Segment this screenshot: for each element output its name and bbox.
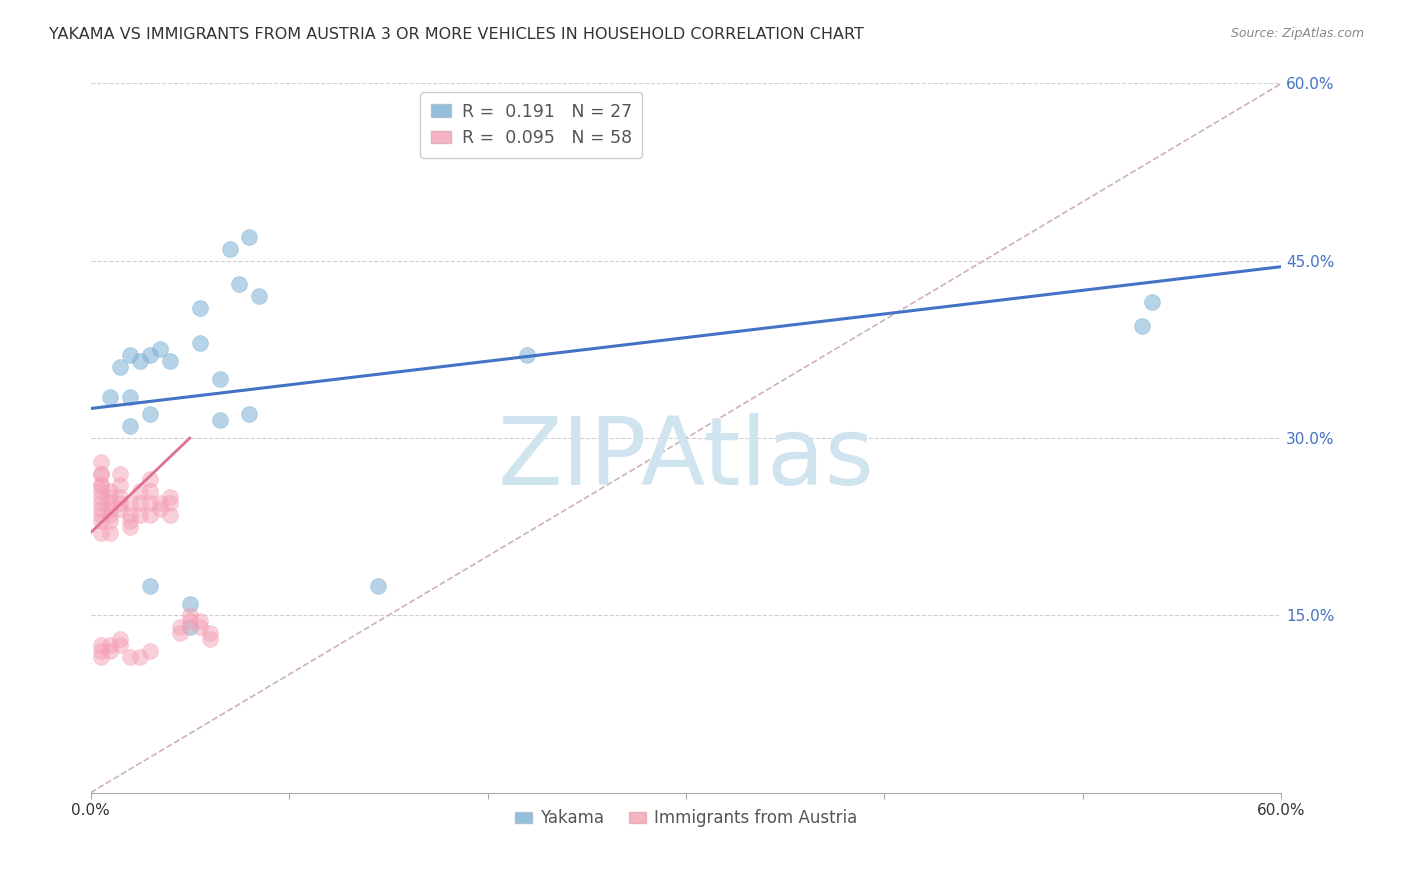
Point (120, 390, 142, 404)
Point (188, 614, 211, 628)
Point (238, 408, 260, 422)
Point (139, 408, 162, 422)
Point (90, 644, 112, 658)
Point (159, 508, 181, 522)
Point (139, 508, 162, 522)
Point (120, 649, 142, 664)
Point (228, 277, 250, 292)
Point (188, 301, 211, 315)
Point (110, 490, 132, 504)
Point (90, 514, 112, 528)
Point (110, 496, 132, 510)
Point (139, 579, 162, 593)
Point (90, 496, 112, 510)
Point (367, 579, 389, 593)
Point (1142, 295, 1164, 310)
Point (169, 620, 191, 634)
Point (90, 467, 112, 481)
Point (188, 620, 211, 634)
Point (198, 632, 221, 646)
Point (110, 502, 132, 516)
Point (208, 413, 231, 427)
Point (100, 484, 122, 499)
Point (90, 649, 112, 664)
Point (100, 644, 122, 658)
Point (139, 496, 162, 510)
Point (100, 502, 122, 516)
Point (159, 490, 181, 504)
Point (139, 472, 162, 486)
Point (100, 638, 122, 652)
Point (1132, 318, 1154, 333)
Point (179, 620, 201, 634)
Point (208, 372, 231, 386)
Point (110, 632, 132, 646)
Point (90, 478, 112, 492)
Point (100, 514, 122, 528)
Point (90, 478, 112, 492)
Legend: Yakama, Immigrants from Austria: Yakama, Immigrants from Austria (508, 803, 863, 834)
Point (247, 289, 270, 303)
Point (120, 348, 142, 362)
Point (139, 348, 162, 362)
Point (159, 496, 181, 510)
Point (110, 638, 132, 652)
Point (90, 467, 112, 481)
Point (179, 597, 201, 611)
Point (120, 508, 142, 522)
Point (218, 242, 240, 256)
Point (149, 502, 172, 516)
Point (238, 230, 260, 244)
Point (100, 508, 122, 522)
Point (110, 360, 132, 375)
Point (110, 478, 132, 492)
Point (159, 354, 181, 368)
Point (100, 490, 122, 504)
Text: Source: ZipAtlas.com: Source: ZipAtlas.com (1230, 27, 1364, 40)
Point (149, 343, 172, 357)
Point (90, 525, 112, 540)
Point (129, 649, 152, 664)
Point (179, 614, 201, 628)
Point (100, 525, 122, 540)
Point (129, 508, 152, 522)
Point (516, 348, 538, 362)
Point (90, 508, 112, 522)
Point (90, 490, 112, 504)
Point (149, 496, 172, 510)
Point (90, 638, 112, 652)
Point (198, 626, 221, 640)
Point (90, 484, 112, 499)
Point (120, 514, 142, 528)
Point (100, 390, 122, 404)
Point (188, 336, 211, 351)
Point (120, 496, 142, 510)
Text: ZIPAtlas: ZIPAtlas (498, 413, 875, 506)
Point (110, 467, 132, 481)
Point (129, 484, 152, 499)
Point (120, 519, 142, 533)
Point (139, 644, 162, 658)
Point (169, 626, 191, 640)
Point (129, 354, 152, 368)
Point (100, 496, 122, 510)
Point (179, 608, 201, 623)
Text: YAKAMA VS IMMIGRANTS FROM AUSTRIA 3 OR MORE VEHICLES IN HOUSEHOLD CORRELATION CH: YAKAMA VS IMMIGRANTS FROM AUSTRIA 3 OR M… (49, 27, 865, 42)
Point (129, 496, 152, 510)
Point (90, 502, 112, 516)
Point (139, 484, 162, 499)
Point (120, 419, 142, 434)
Point (90, 455, 112, 469)
